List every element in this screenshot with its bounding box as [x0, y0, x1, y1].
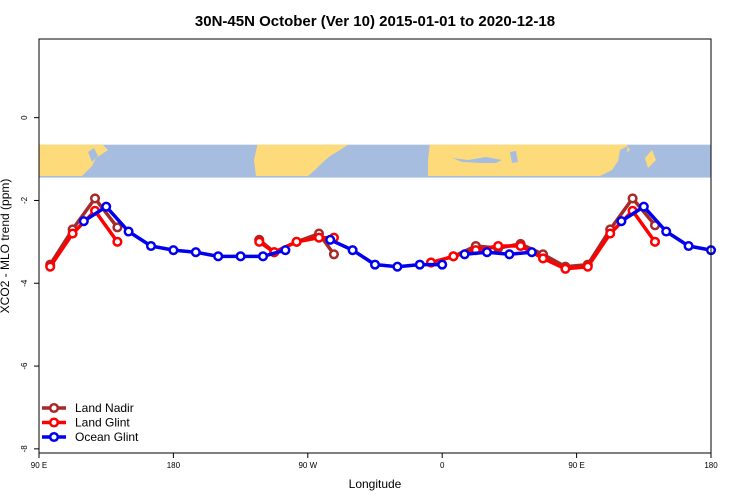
y-tick-label: 0 — [20, 115, 29, 120]
legend-marker — [48, 402, 60, 414]
map-land-1 — [254, 144, 349, 176]
data-point — [560, 263, 571, 274]
data-point — [89, 193, 101, 204]
series-line — [329, 238, 443, 269]
x-axis-label: Longitude — [349, 477, 402, 491]
data-point — [605, 228, 616, 239]
x-tick-label: 90 W — [298, 461, 317, 470]
data-point — [392, 261, 403, 272]
data-point — [145, 240, 157, 252]
legend-item: Land Glint — [42, 416, 130, 430]
map-sea-0 — [452, 157, 502, 163]
data-point — [459, 249, 470, 260]
data-point — [45, 261, 56, 272]
y-axis: 0 -2 -4 -6 -8 — [20, 115, 39, 453]
map-land-2 — [428, 144, 630, 176]
data-point — [414, 259, 425, 270]
data-point — [168, 245, 179, 256]
world-map-band — [39, 144, 711, 178]
y-tick-label: -8 — [20, 445, 29, 453]
data-point — [78, 216, 89, 227]
y-tick-label: -4 — [20, 279, 29, 287]
data-point — [190, 247, 201, 258]
data-point — [313, 232, 325, 243]
data-point — [112, 222, 123, 233]
series-line — [82, 204, 286, 259]
legend-marker — [48, 431, 60, 443]
data-point — [504, 249, 515, 260]
data-point — [291, 236, 302, 247]
legend-label: Land Nadir — [75, 401, 134, 415]
data-point — [325, 234, 336, 245]
series-land-nadir — [45, 193, 661, 272]
data-point — [493, 240, 504, 252]
x-tick-label: 90 E — [568, 461, 584, 470]
y-tick-label: -6 — [20, 362, 29, 370]
x-tick-label: 180 — [704, 461, 718, 470]
map-sea-2 — [88, 148, 98, 162]
data-point — [649, 236, 661, 247]
data-point — [582, 261, 593, 272]
legend-item: Land Nadir — [42, 401, 134, 415]
y-tick-label: -2 — [20, 196, 29, 204]
chart-title: 30N-45N October (Ver 10) 2015-01-01 to 2… — [195, 13, 555, 30]
data-point — [627, 193, 638, 204]
data-point — [257, 251, 269, 262]
data-point — [235, 251, 246, 262]
data-point — [638, 201, 649, 212]
legend-marker — [48, 417, 60, 428]
map-sea-3 — [618, 146, 628, 162]
data-point — [123, 226, 134, 237]
data-point — [67, 228, 78, 239]
plot-frame — [38, 38, 712, 454]
legend-label: Ocean Glint — [75, 430, 139, 444]
data-point — [347, 245, 358, 256]
series-ocean-glint — [78, 201, 717, 272]
x-tick-label: 0 — [440, 461, 445, 470]
x-tick-label: 180 — [167, 461, 181, 470]
data-point — [328, 249, 339, 260]
data-point — [254, 236, 265, 247]
data-point — [213, 251, 224, 262]
series-line — [48, 196, 119, 266]
map-land-3 — [645, 150, 656, 168]
map-sea-1 — [510, 151, 518, 163]
data-point — [616, 216, 627, 227]
data-point — [537, 253, 549, 264]
data-point — [661, 226, 672, 237]
data-point — [280, 245, 291, 256]
legend-item: Ocean Glint — [42, 430, 139, 444]
data-point — [101, 201, 112, 212]
data-point — [481, 247, 493, 258]
data-point — [515, 240, 526, 252]
data-point — [683, 240, 694, 252]
x-tick-label: 90 E — [31, 461, 47, 470]
data-point — [448, 251, 459, 262]
series-line — [464, 250, 532, 257]
legend-label: Land Glint — [75, 416, 130, 430]
series-layer — [45, 193, 717, 274]
data-point — [112, 236, 123, 247]
data-point — [526, 247, 537, 258]
data-point — [437, 259, 448, 270]
x-axis: 90 E 180 90 W 0 90 E 180 — [31, 453, 718, 470]
y-axis-label: XCO2 - MLO trend (ppm) — [0, 179, 12, 314]
data-point — [369, 259, 381, 270]
